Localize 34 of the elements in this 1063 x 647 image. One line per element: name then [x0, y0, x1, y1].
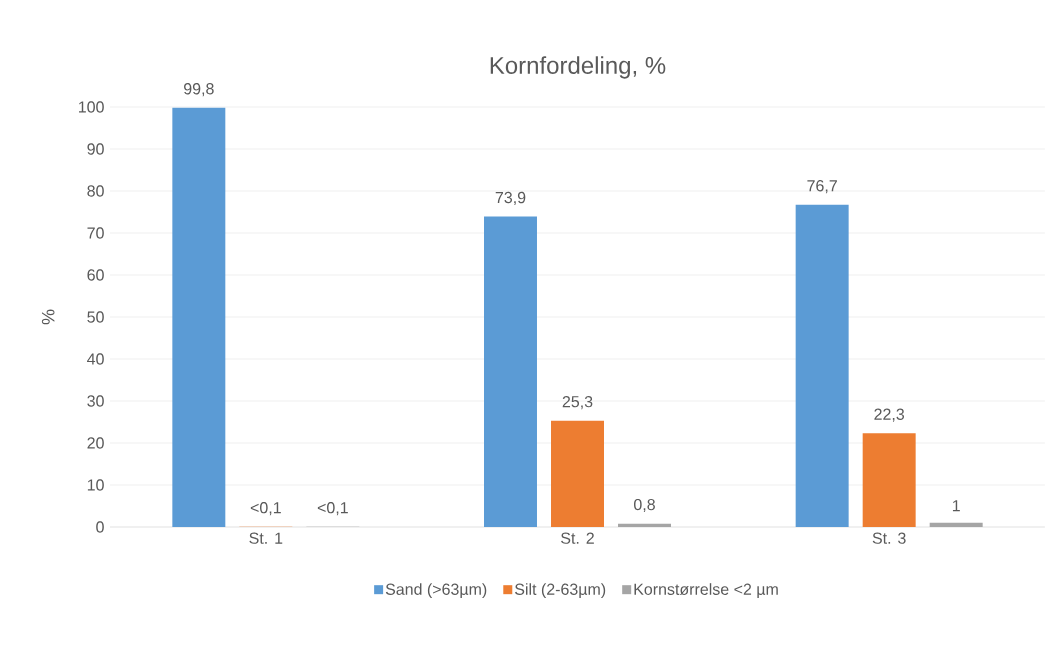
data-label: <0,1: [317, 502, 348, 516]
legend-label: Sand (>63µm): [385, 583, 487, 599]
data-label: 73,9: [495, 191, 526, 206]
y-tick-label: 10: [87, 479, 104, 491]
bar: [862, 433, 916, 527]
y-axis-title: %: [41, 309, 55, 325]
y-tick-label: 100: [79, 101, 104, 113]
bar: [795, 204, 849, 527]
chart-title: Kornfordeling, %: [490, 56, 666, 79]
y-tick-label: 40: [87, 353, 104, 365]
y-tick-label: 90: [87, 143, 104, 155]
bar: [484, 216, 537, 527]
x-tick-label: St. 1: [249, 532, 283, 544]
legend-label: Kornstørrelse <2 µm: [634, 583, 778, 599]
data-label: <0,1: [250, 502, 281, 516]
data-label: 76,7: [807, 180, 837, 194]
data-label: 22,3: [874, 408, 905, 422]
bar: [172, 107, 226, 527]
bar: [551, 420, 604, 527]
y-tick-label: 20: [87, 437, 104, 449]
y-tick-label: 60: [87, 269, 104, 281]
data-label: 0,8: [634, 498, 655, 513]
y-tick-label: 50: [87, 311, 104, 323]
data-label: 25,3: [562, 395, 593, 410]
y-tick-label: 70: [87, 227, 104, 239]
legend-label: Silt (2-63µm): [515, 583, 606, 599]
y-tick-label: 80: [87, 185, 104, 197]
x-tick-label: St. 3: [872, 532, 906, 544]
y-tick-label: 30: [87, 395, 104, 407]
bar: [929, 522, 983, 527]
data-label: 1: [952, 500, 960, 512]
data-label: 99,8: [184, 83, 214, 97]
x-tick-label: St. 2: [561, 532, 594, 544]
y-tick-label: 0: [96, 521, 104, 533]
